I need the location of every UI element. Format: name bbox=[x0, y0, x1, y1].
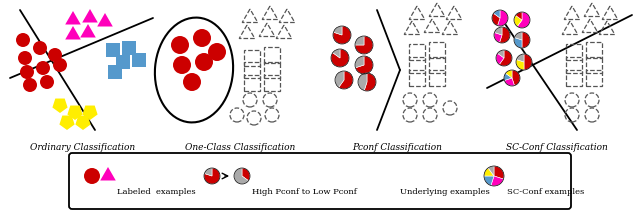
Circle shape bbox=[53, 58, 67, 72]
Bar bbox=[566, 57, 582, 73]
Bar bbox=[122, 41, 136, 55]
Wedge shape bbox=[497, 50, 504, 58]
Wedge shape bbox=[504, 78, 515, 86]
Wedge shape bbox=[522, 32, 530, 48]
Wedge shape bbox=[524, 54, 532, 70]
Text: One-Class Classification: One-Class Classification bbox=[185, 143, 295, 152]
Bar bbox=[586, 70, 602, 86]
Wedge shape bbox=[517, 12, 530, 28]
Wedge shape bbox=[497, 10, 508, 26]
Wedge shape bbox=[494, 32, 502, 43]
Bar bbox=[132, 53, 146, 67]
Circle shape bbox=[183, 73, 201, 91]
Wedge shape bbox=[204, 168, 212, 176]
Wedge shape bbox=[514, 15, 522, 26]
Wedge shape bbox=[333, 49, 340, 58]
Bar bbox=[264, 75, 280, 91]
Circle shape bbox=[173, 56, 191, 74]
Text: Pconf Classification: Pconf Classification bbox=[352, 143, 442, 152]
Wedge shape bbox=[358, 73, 367, 91]
Wedge shape bbox=[355, 36, 373, 54]
Bar bbox=[409, 70, 425, 86]
Circle shape bbox=[195, 53, 213, 71]
Circle shape bbox=[171, 36, 189, 54]
Bar bbox=[244, 50, 260, 66]
Wedge shape bbox=[355, 56, 364, 68]
Circle shape bbox=[16, 33, 30, 47]
Wedge shape bbox=[484, 168, 494, 176]
Wedge shape bbox=[333, 26, 351, 44]
Circle shape bbox=[36, 61, 50, 75]
Text: SC-Conf Classification: SC-Conf Classification bbox=[506, 143, 608, 152]
Wedge shape bbox=[355, 36, 364, 45]
Text: Ordinary Classification: Ordinary Classification bbox=[31, 143, 136, 152]
Bar bbox=[106, 43, 120, 57]
Wedge shape bbox=[514, 38, 522, 48]
Wedge shape bbox=[504, 73, 512, 80]
Wedge shape bbox=[355, 56, 373, 74]
Wedge shape bbox=[496, 53, 504, 65]
Circle shape bbox=[18, 51, 32, 65]
Wedge shape bbox=[493, 10, 500, 18]
Wedge shape bbox=[492, 13, 500, 26]
Bar bbox=[244, 62, 260, 78]
Bar bbox=[264, 47, 280, 63]
Wedge shape bbox=[500, 27, 510, 43]
Bar bbox=[264, 62, 280, 78]
Bar bbox=[586, 42, 602, 58]
Wedge shape bbox=[335, 71, 344, 87]
Wedge shape bbox=[494, 27, 502, 35]
Text: Underlying examples: Underlying examples bbox=[400, 188, 490, 196]
Circle shape bbox=[48, 48, 62, 62]
Wedge shape bbox=[515, 32, 522, 40]
Wedge shape bbox=[339, 71, 353, 89]
Bar bbox=[429, 42, 445, 58]
Wedge shape bbox=[331, 49, 349, 67]
Circle shape bbox=[193, 29, 211, 47]
Wedge shape bbox=[516, 54, 524, 62]
Circle shape bbox=[23, 78, 37, 92]
Circle shape bbox=[84, 168, 100, 184]
Wedge shape bbox=[204, 168, 220, 184]
Text: SC-Conf examples: SC-Conf examples bbox=[507, 188, 584, 196]
Wedge shape bbox=[491, 176, 504, 186]
Bar bbox=[566, 44, 582, 60]
Wedge shape bbox=[506, 70, 512, 78]
Wedge shape bbox=[234, 168, 248, 184]
Wedge shape bbox=[484, 176, 494, 185]
Wedge shape bbox=[516, 60, 524, 70]
Circle shape bbox=[40, 75, 54, 89]
Text: Labeled  examples: Labeled examples bbox=[117, 188, 196, 196]
FancyBboxPatch shape bbox=[69, 153, 571, 209]
Bar bbox=[409, 57, 425, 73]
Bar bbox=[244, 75, 260, 91]
Wedge shape bbox=[242, 168, 250, 181]
Circle shape bbox=[20, 65, 34, 79]
Bar bbox=[429, 70, 445, 86]
Text: High Pconf to Low Pconf: High Pconf to Low Pconf bbox=[252, 188, 357, 196]
Bar bbox=[116, 55, 130, 69]
Wedge shape bbox=[364, 73, 376, 91]
Wedge shape bbox=[494, 166, 504, 179]
Wedge shape bbox=[488, 166, 494, 176]
Bar bbox=[566, 70, 582, 86]
Wedge shape bbox=[499, 50, 512, 66]
Circle shape bbox=[208, 43, 226, 61]
Bar bbox=[409, 44, 425, 60]
Bar bbox=[429, 57, 445, 73]
Wedge shape bbox=[333, 26, 342, 35]
Circle shape bbox=[33, 41, 47, 55]
Bar bbox=[586, 57, 602, 73]
Wedge shape bbox=[516, 12, 522, 20]
Bar bbox=[108, 65, 122, 79]
Wedge shape bbox=[512, 70, 520, 86]
